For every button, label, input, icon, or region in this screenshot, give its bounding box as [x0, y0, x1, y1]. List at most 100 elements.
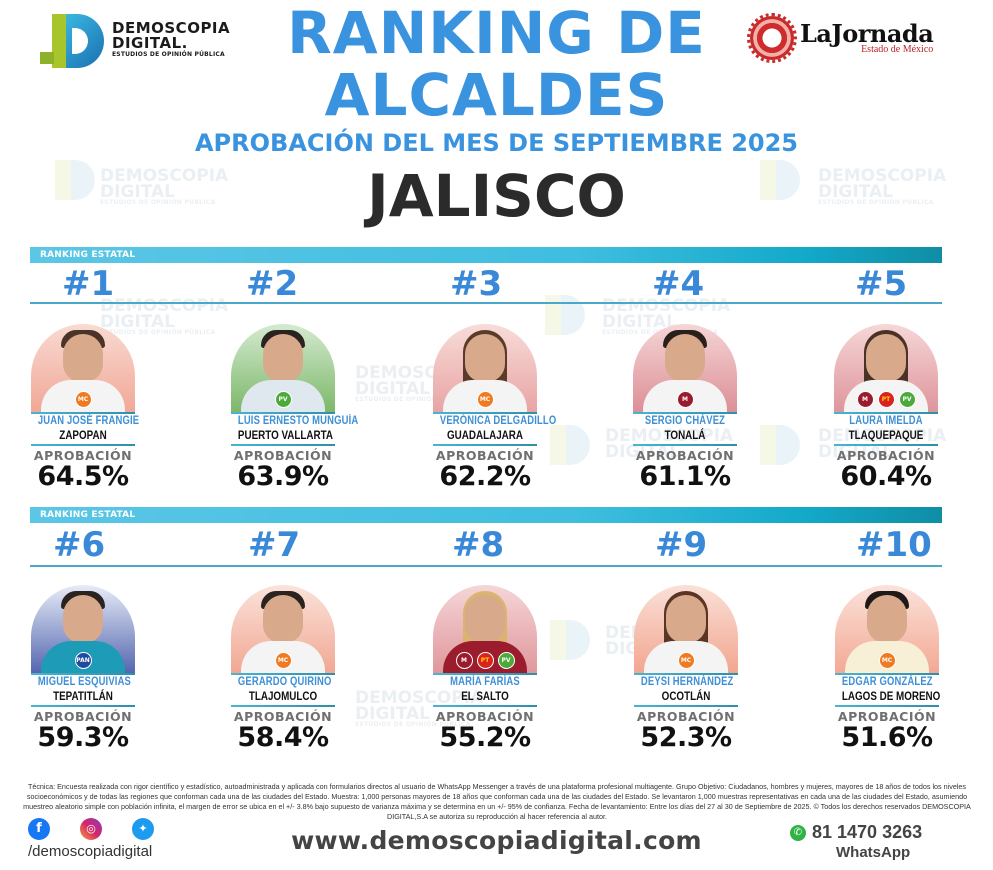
- mayor-photo: MC: [634, 585, 738, 673]
- mayor-card: PAN MIGUEL ESQUIVIAS TEPATITLÁN APROBACI…: [28, 585, 138, 752]
- approval-label: APROBACIÓN: [233, 709, 333, 724]
- rank-number: #8: [452, 525, 505, 565]
- mayor-name: MIGUEL ESQUIVIAS: [37, 676, 132, 688]
- party-badge-mc-icon: MC: [878, 652, 896, 669]
- approval-label: APROBACIÓN: [435, 709, 535, 724]
- party-badge-verde-icon: PV: [274, 391, 292, 408]
- mayor-city: OCOTLÁN: [661, 689, 711, 703]
- party-badge-mc-icon: MC: [476, 391, 494, 408]
- mayor-city: GUADALAJARA: [446, 428, 523, 442]
- mayor-photo: MC: [231, 585, 335, 673]
- mayor-photo: M PT PV: [433, 585, 537, 673]
- approval-value: 64.5%: [37, 461, 129, 492]
- party-badge-morena-icon: M: [856, 391, 874, 408]
- mayor-name: EDGAR GONZÁLEZ: [841, 676, 933, 688]
- mayor-name: VERÓNICA DELGADILLO: [439, 415, 557, 427]
- mayor-card: M SERGIO CHÁVEZ TONALÁ APROBACIÓN 61.1%: [630, 324, 740, 491]
- sun-icon: [747, 13, 797, 63]
- party-badge-verde-icon: PV: [898, 391, 916, 408]
- rank-number: #2: [246, 264, 299, 304]
- party-badge-mc-icon: MC: [677, 652, 695, 669]
- mayor-photo: PV: [231, 324, 335, 412]
- title-line2: ALCALDES: [324, 61, 669, 129]
- rank-number: #3: [450, 264, 503, 304]
- approval-label: APROBACIÓN: [435, 448, 535, 463]
- mayor-photo: MC: [31, 324, 135, 412]
- mayor-card: MC JUAN JOSÉ FRANGIE ZAPOPAN APROBACIÓN …: [28, 324, 140, 492]
- approval-label: APROBACIÓN: [33, 709, 133, 724]
- ranking-bar-1: RANKING ESTATAL: [30, 247, 942, 263]
- title-line1: RANKING DE: [287, 0, 706, 67]
- mayor-name: LAURA IMELDA: [849, 415, 923, 427]
- mayor-card: MC DEYSI HERNÁNDEZ OCOTLÁN APROBACIÓN 52…: [631, 585, 741, 752]
- la-jornada-name: LaJornada: [800, 18, 934, 48]
- mayor-city: EL SALTO: [461, 689, 509, 703]
- approval-value: 58.4%: [237, 722, 329, 753]
- party-badge-mc-icon: MC: [74, 391, 92, 408]
- ranking-bar-2: RANKING ESTATAL: [30, 507, 942, 523]
- mayor-city: TONALÁ: [664, 428, 706, 442]
- mayor-name: SERGIO CHÁVEZ: [644, 415, 726, 427]
- mayor-card: M PT PV MARÍA FARÍAS EL SALTO APROBACIÓN…: [430, 585, 540, 752]
- mayor-city: TLAJOMULCO: [248, 689, 318, 703]
- mayor-city: PUERTO VALLARTA: [237, 428, 334, 442]
- facebook-icon[interactable]: f: [28, 818, 50, 840]
- whatsapp-number: 81 1470 3263: [812, 822, 923, 842]
- mayor-name: LUIS ERNESTO MUNGUÍA: [237, 415, 359, 427]
- party-badge-morena-icon: M: [676, 391, 694, 408]
- mayor-photo: MC: [433, 324, 537, 412]
- whatsapp-contact[interactable]: ✆ 81 1470 3263: [790, 822, 922, 843]
- mayor-photo: PAN: [31, 585, 135, 673]
- mayor-city: LAGOS DE MORENO: [841, 689, 941, 703]
- approval-label: APROBACIÓN: [635, 448, 735, 463]
- mayor-city: ZAPOPAN: [59, 428, 107, 442]
- approval-value: 63.9%: [237, 461, 329, 492]
- la-jornada-logo: LaJornada Estado de México: [747, 13, 934, 63]
- party-badge-mc-icon: MC: [274, 652, 292, 669]
- party-badge-pt-icon: PT: [476, 652, 494, 669]
- mayor-card: PV LUIS ERNESTO MUNGUÍA PUERTO VALLARTA …: [228, 324, 359, 492]
- mayor-city: TLAQUEPAQUE: [848, 428, 924, 442]
- whatsapp-label: WhatsApp: [836, 844, 911, 861]
- party-badge-verde-icon: PV: [497, 652, 515, 669]
- mayor-photo: M: [633, 324, 737, 412]
- mayor-name: DEYSI HERNÁNDEZ: [640, 676, 734, 688]
- rank-number: #4: [652, 264, 705, 304]
- social-links: f ◎ ✦: [28, 818, 154, 840]
- logo-line2: DIGITAL.: [112, 34, 188, 53]
- mayor-city: TEPATITLÁN: [53, 689, 113, 703]
- state-title: JALISCO: [367, 162, 626, 230]
- rank-divider-1: [30, 302, 942, 304]
- party-badge-morena-icon: M: [455, 652, 473, 669]
- mayor-card: MC EDGAR GONZÁLEZ LAGOS DE MORENO APROBA…: [832, 585, 942, 752]
- la-jornada-subtitle: Estado de México: [861, 43, 934, 55]
- approval-value: 60.4%: [840, 461, 932, 492]
- mayor-card: M PT PV LAURA IMELDA TLAQUEPAQUE APROBAC…: [831, 324, 941, 491]
- instagram-icon[interactable]: ◎: [80, 818, 102, 840]
- party-badge-pan-icon: PAN: [74, 652, 92, 669]
- mayor-name: MARÍA FARÍAS: [450, 676, 520, 688]
- rank-number: #10: [856, 525, 932, 565]
- rank-number: #6: [53, 525, 106, 565]
- approval-value: 51.6%: [841, 722, 933, 753]
- twitter-icon[interactable]: ✦: [132, 818, 154, 840]
- approval-label: APROBACIÓN: [636, 709, 736, 724]
- rank-number: #9: [655, 525, 708, 565]
- mayor-name: JUAN JOSÉ FRANGIE: [37, 415, 140, 427]
- mayor-photo: M PT PV: [834, 324, 938, 412]
- approval-label: APROBACIÓN: [33, 448, 133, 463]
- approval-label: APROBACIÓN: [836, 448, 936, 463]
- website-link[interactable]: www.demoscopiadigital.com: [291, 826, 702, 855]
- rank-number: #1: [62, 264, 115, 304]
- approval-label: APROBACIÓN: [233, 448, 333, 463]
- approval-value: 55.2%: [439, 722, 531, 753]
- mayor-name: GERARDO QUIRINO: [237, 676, 332, 688]
- approval-value: 62.2%: [439, 461, 531, 492]
- party-badge-pt-icon: PT: [877, 391, 895, 408]
- subtitle: APROBACIÓN DEL MES DE SEPTIEMBRE 2025: [194, 129, 799, 157]
- approval-label: APROBACIÓN: [837, 709, 937, 724]
- mayor-card: MC GERARDO QUIRINO TLAJOMULCO APROBACIÓN…: [228, 585, 338, 752]
- whatsapp-icon: ✆: [790, 824, 806, 841]
- social-handle[interactable]: /demoscopiadigital: [28, 843, 153, 860]
- approval-value: 52.3%: [640, 722, 732, 753]
